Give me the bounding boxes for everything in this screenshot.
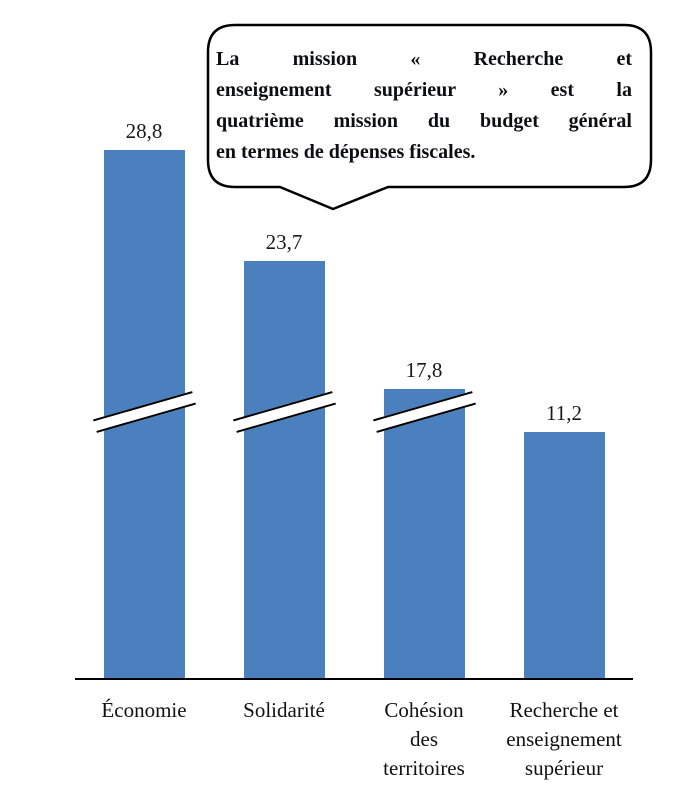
callout-text-line: La mission « Recherche et: [216, 48, 632, 70]
bar-recherche-et-enseignement-superieur: [524, 432, 605, 678]
x-axis-line: [75, 678, 633, 680]
value-label-recherche: 11,2: [546, 401, 582, 425]
callout-text: La mission « Recherche et enseignement s…: [216, 44, 632, 168]
value-label-solidarite: 23,7: [265, 230, 303, 254]
callout-bubble: [206, 23, 653, 211]
bar-solidarite: [244, 261, 325, 678]
category-label-cohesion: Cohésion des territoires: [383, 698, 465, 780]
category-label-recherche: Recherche et enseignement supérieur: [506, 698, 622, 780]
value-label-economie: 28,8: [125, 119, 163, 143]
callout-text-line: enseignement supérieur » est la: [216, 79, 632, 101]
category-label-solidarite: Solidarité: [243, 698, 325, 722]
value-label-cohesion: 17,8: [405, 358, 443, 382]
bar-cohesion-des-territoires: [384, 389, 465, 678]
callout-text-line: en termes de dépenses fiscales.: [216, 141, 476, 163]
category-label-economie: Économie: [101, 698, 187, 722]
callout-text-line: quatrième mission du budget général: [216, 110, 632, 132]
